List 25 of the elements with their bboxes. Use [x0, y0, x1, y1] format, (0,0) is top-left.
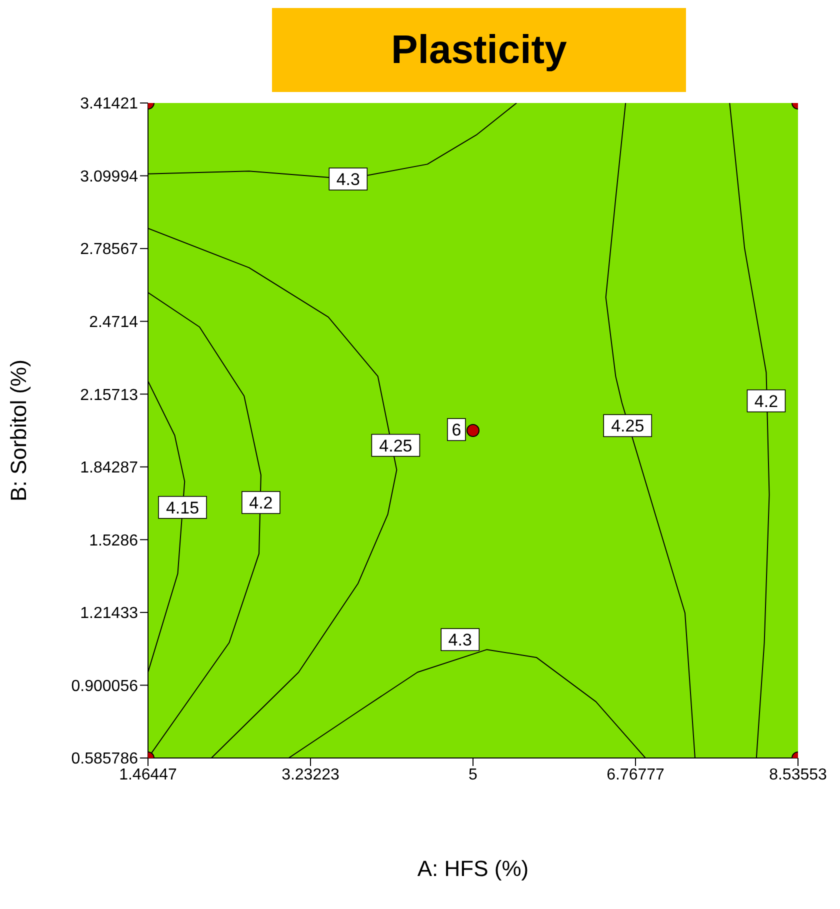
y-tick-label: 2.78567	[80, 241, 138, 258]
annotation: 4.3	[448, 630, 472, 650]
x-tick-label: 3.23223	[282, 766, 340, 784]
x-axis-title: A: HFS (%)	[417, 856, 529, 881]
annotation: 4.25	[379, 436, 412, 456]
annotation: 4.2	[249, 494, 273, 513]
y-tick-label: 0.900056	[71, 678, 138, 695]
chart-title: Plasticity	[272, 8, 686, 92]
y-tick-label: 1.84287	[80, 460, 138, 477]
x-tick-label: 8.53553	[769, 766, 828, 784]
annotation: 6	[452, 420, 462, 440]
x-tick-label: 6.76777	[606, 766, 665, 784]
y-tick-label: 3.41421	[80, 96, 138, 113]
y-tick-label: 1.21433	[80, 605, 138, 622]
y-tick-label: 1.5286	[89, 532, 138, 550]
x-tick-label: 5	[468, 766, 478, 784]
annotation: 4.15	[166, 498, 200, 518]
x-tick-label: 1.46447	[119, 766, 178, 784]
annotation: 4.25	[611, 416, 644, 436]
y-tick-label: 2.4714	[89, 314, 138, 332]
y-tick-label: 0.585786	[71, 750, 138, 768]
annotation: 4.2	[754, 392, 778, 411]
y-axis-title: B: Sorbitol (%)	[6, 360, 31, 502]
y-tick-label: 3.09994	[80, 168, 138, 186]
y-tick-label: 2.15713	[80, 386, 138, 404]
